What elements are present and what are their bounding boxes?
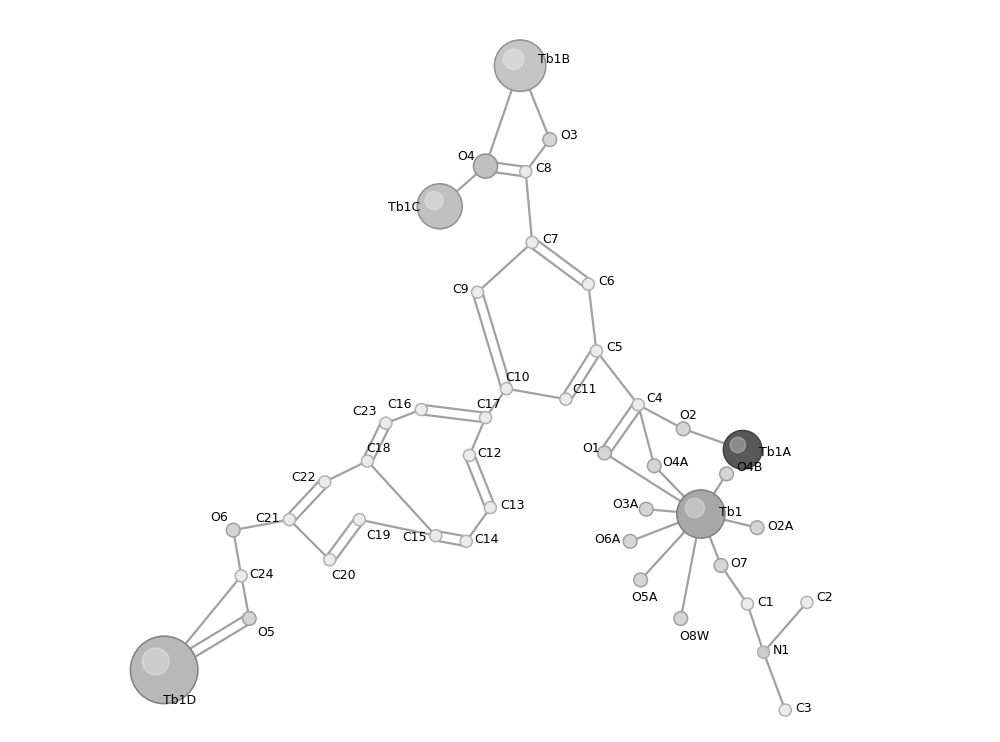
Circle shape [714, 559, 728, 572]
Circle shape [623, 534, 637, 548]
Circle shape [494, 40, 546, 91]
Text: O2: O2 [679, 409, 697, 421]
Text: C8: C8 [535, 162, 552, 175]
Text: C11: C11 [572, 383, 597, 396]
Circle shape [142, 648, 169, 675]
Circle shape [750, 521, 764, 534]
Text: C13: C13 [500, 499, 524, 513]
Text: C16: C16 [388, 398, 412, 411]
Circle shape [460, 535, 472, 548]
Text: O5A: O5A [631, 591, 657, 604]
Circle shape [582, 278, 594, 290]
Circle shape [779, 704, 791, 716]
Text: C7: C7 [542, 233, 559, 246]
Text: C22: C22 [291, 470, 316, 484]
Text: Tb1B: Tb1B [538, 53, 570, 66]
Circle shape [415, 404, 427, 416]
Circle shape [520, 165, 532, 178]
Text: C15: C15 [402, 531, 427, 544]
Circle shape [590, 345, 602, 357]
Text: C14: C14 [474, 533, 499, 546]
Circle shape [723, 430, 762, 469]
Circle shape [639, 502, 653, 516]
Text: C4: C4 [646, 392, 663, 405]
Text: Tb1C: Tb1C [388, 201, 420, 214]
Text: O3A: O3A [612, 498, 639, 511]
Text: C5: C5 [606, 341, 623, 354]
Text: C12: C12 [478, 447, 502, 460]
Text: C20: C20 [331, 569, 356, 582]
Circle shape [319, 476, 331, 488]
Text: C17: C17 [476, 398, 501, 411]
Text: C3: C3 [795, 702, 812, 715]
Circle shape [463, 450, 475, 462]
Text: O4A: O4A [662, 456, 689, 469]
Text: C21: C21 [256, 511, 280, 525]
Text: O1: O1 [582, 442, 600, 456]
Text: C1: C1 [757, 596, 774, 609]
Text: Tb1D: Tb1D [163, 694, 196, 707]
Circle shape [560, 393, 572, 405]
Text: Tb1: Tb1 [719, 506, 742, 519]
Circle shape [801, 597, 813, 608]
Circle shape [226, 523, 240, 537]
Circle shape [500, 383, 512, 395]
Text: C19: C19 [366, 529, 390, 542]
Text: C9: C9 [452, 283, 468, 295]
Circle shape [430, 530, 442, 542]
Circle shape [480, 412, 492, 424]
Circle shape [473, 154, 498, 178]
Circle shape [353, 513, 365, 525]
Text: O8W: O8W [679, 630, 709, 643]
Circle shape [130, 636, 198, 703]
Circle shape [758, 646, 770, 658]
Circle shape [674, 611, 688, 626]
Circle shape [283, 513, 296, 525]
Circle shape [484, 502, 496, 513]
Circle shape [503, 49, 524, 70]
Circle shape [417, 184, 462, 229]
Text: O3: O3 [560, 129, 578, 142]
Circle shape [598, 446, 611, 460]
Text: O2A: O2A [767, 519, 793, 533]
Circle shape [676, 422, 690, 436]
Circle shape [380, 417, 392, 430]
Text: C10: C10 [505, 371, 529, 384]
Circle shape [647, 459, 661, 473]
Circle shape [634, 573, 647, 587]
Text: N1: N1 [773, 644, 790, 657]
Circle shape [526, 237, 538, 249]
Circle shape [632, 398, 644, 411]
Text: Tb1A: Tb1A [759, 446, 791, 459]
Circle shape [361, 455, 373, 467]
Circle shape [677, 490, 725, 538]
Circle shape [242, 611, 256, 626]
Circle shape [685, 499, 704, 518]
Text: O5: O5 [257, 626, 275, 640]
Text: C6: C6 [598, 275, 615, 287]
Text: O6: O6 [211, 510, 228, 524]
Text: C18: C18 [366, 441, 390, 455]
Circle shape [730, 437, 746, 453]
Text: C24: C24 [249, 568, 274, 581]
Circle shape [425, 191, 443, 210]
Text: C2: C2 [817, 591, 833, 604]
Circle shape [324, 554, 336, 566]
Circle shape [543, 133, 557, 146]
Text: C23: C23 [352, 405, 377, 418]
Text: O4B: O4B [736, 461, 763, 474]
Text: O4: O4 [457, 150, 475, 163]
Circle shape [741, 598, 754, 610]
Circle shape [720, 467, 733, 481]
Text: O7: O7 [731, 557, 748, 571]
Text: O6A: O6A [594, 533, 620, 546]
Circle shape [471, 286, 484, 298]
Circle shape [235, 570, 247, 582]
